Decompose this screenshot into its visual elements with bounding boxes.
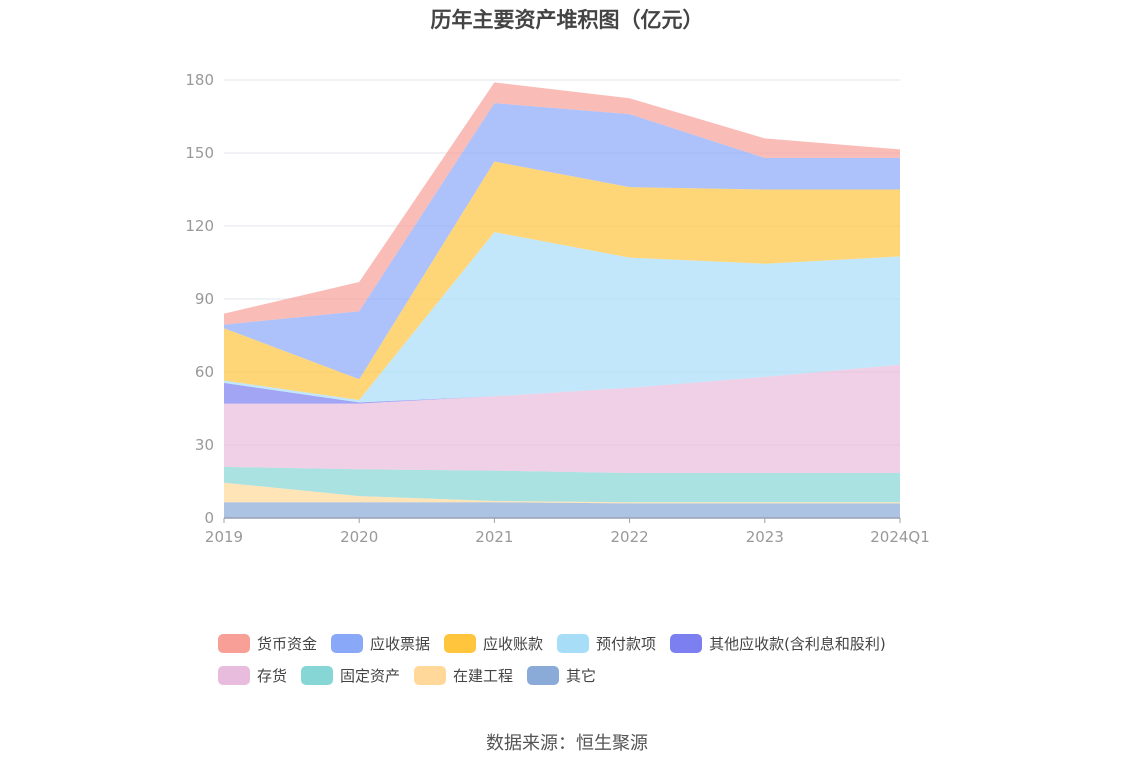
- legend-item-1-0[interactable]: 存货: [218, 665, 287, 686]
- x-tick-label-2022: 2022: [611, 528, 649, 546]
- y-tick-label: 120: [185, 217, 214, 235]
- legend-label: 预付款项: [596, 634, 657, 653]
- x-tick-label-2021: 2021: [475, 528, 513, 546]
- legend-swatch: [331, 633, 364, 653]
- y-tick-label: 30: [195, 436, 214, 454]
- legend-label: 应收票据: [370, 634, 431, 653]
- y-tick-label: 90: [195, 290, 214, 308]
- x-tick-label-2024q1: 2024Q1: [870, 528, 930, 546]
- area-series-3[interactable]: [224, 364, 900, 473]
- x-tick-label-2019: 2019: [205, 528, 243, 546]
- legend-item-1-2[interactable]: 在建工程: [414, 665, 513, 686]
- legend-item-0-1[interactable]: 应收票据: [331, 633, 430, 654]
- legend-swatch: [218, 665, 250, 685]
- area-series-2[interactable]: [224, 466, 900, 503]
- y-tick-label: 150: [185, 144, 214, 162]
- legend-label: 在建工程: [453, 666, 514, 685]
- x-tick-label-2023: 2023: [746, 528, 784, 546]
- y-tick-label: 60: [195, 363, 214, 381]
- legend-swatch: [670, 633, 703, 653]
- area-series-6[interactable]: [224, 161, 900, 401]
- area-series[interactable]: [224, 82, 900, 518]
- legend-item-0-4[interactable]: 其他应收款(含利息和股利): [670, 633, 886, 654]
- area-series-8[interactable]: [224, 82, 900, 325]
- y-tick-label: 0: [204, 509, 214, 527]
- data-source: 数据来源：恒生聚源: [486, 733, 648, 754]
- legend-label: 其他应收款(含利息和股利): [709, 634, 886, 653]
- legend-label: 应收账款: [483, 634, 544, 653]
- axes: 0 30 60 90 120 150 180 2019 2020 2021 2022 2023 2024…: [185, 71, 929, 546]
- legend-label: 货币资金: [257, 634, 318, 653]
- legend-item-0-2[interactable]: 应收账款: [444, 633, 543, 654]
- legend-item-0-0[interactable]: 货币资金: [218, 633, 317, 654]
- stacked-area-chart: 0 30 60 90 120 150 180 2019 2020 2021 2022 2023 2024…: [185, 71, 929, 546]
- legend-label: 其它: [566, 666, 597, 685]
- legend-swatch: [301, 665, 334, 685]
- area-series-5[interactable]: [224, 232, 900, 403]
- legend-item-0-3[interactable]: 预付款项: [557, 633, 656, 654]
- area-series-0[interactable]: [224, 502, 900, 518]
- legend-swatch: [444, 633, 477, 653]
- legend-row-2: 存货 固定资产 在建工程 其它: [218, 664, 610, 686]
- legend-swatch: [218, 633, 250, 653]
- legend-swatch: [414, 665, 447, 685]
- legend-label: 存货: [257, 666, 288, 685]
- legend-item-1-1[interactable]: 固定资产: [301, 665, 400, 686]
- y-tick-label: 180: [185, 71, 214, 89]
- legend-swatch: [527, 665, 560, 685]
- area-series-1[interactable]: [224, 482, 900, 504]
- legend-item-1-3[interactable]: 其它: [527, 665, 596, 686]
- chart-title: 历年主要资产堆积图（亿元）: [430, 8, 704, 32]
- x-tick-label-2020: 2020: [340, 528, 378, 546]
- area-series-7[interactable]: [224, 103, 900, 380]
- legend-label: 固定资产: [340, 666, 401, 685]
- legend-swatch: [557, 633, 590, 653]
- legend-row-1: 货币资金 应收票据 应收账款 预付款项 其他应收款(含利息和股利): [218, 632, 900, 654]
- area-series-4[interactable]: [224, 364, 900, 404]
